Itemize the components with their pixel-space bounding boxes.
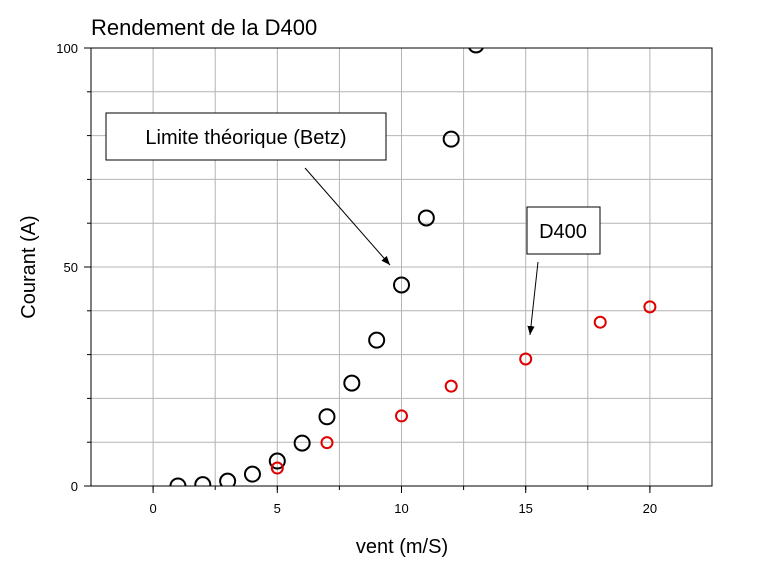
- x-tick-label: 20: [643, 501, 657, 516]
- point: [194, 476, 212, 486]
- point: [320, 436, 334, 450]
- point: [368, 331, 386, 349]
- point: [243, 465, 261, 483]
- point: [593, 315, 607, 329]
- x-tick-label: 0: [149, 501, 156, 516]
- x-tick-label: 5: [274, 501, 281, 516]
- plot-frame: [90, 47, 713, 487]
- point: [519, 352, 533, 366]
- x-tick-label: 10: [394, 501, 408, 516]
- point: [643, 300, 657, 314]
- annotation-box: [105, 112, 387, 161]
- annotation: Limite théorique (Betz): [145, 127, 346, 149]
- x-axis-label: vent (m/S): [356, 536, 448, 558]
- point: [219, 472, 237, 486]
- y-axis-label: Courant (A): [18, 215, 40, 318]
- point: [343, 374, 361, 392]
- point: [417, 209, 435, 227]
- point: [468, 48, 484, 54]
- point: [393, 276, 410, 294]
- point: [395, 409, 408, 423]
- point: [318, 408, 336, 426]
- y-tick-label: 0: [71, 479, 78, 494]
- annotation-box: [526, 206, 601, 255]
- y-tick-label: 100: [56, 41, 78, 56]
- annotation-arrow: [527, 261, 539, 336]
- annotation-arrow: [304, 167, 391, 266]
- y-tick-label: 50: [64, 260, 78, 275]
- annotation: D400: [539, 221, 587, 243]
- point: [268, 452, 286, 470]
- x-tick-label: 15: [518, 501, 532, 516]
- point: [293, 434, 311, 452]
- point: [270, 461, 284, 475]
- chart-title: Rendement de la D400: [91, 15, 317, 40]
- point: [444, 379, 458, 393]
- point: [169, 477, 187, 486]
- point: [442, 130, 460, 148]
